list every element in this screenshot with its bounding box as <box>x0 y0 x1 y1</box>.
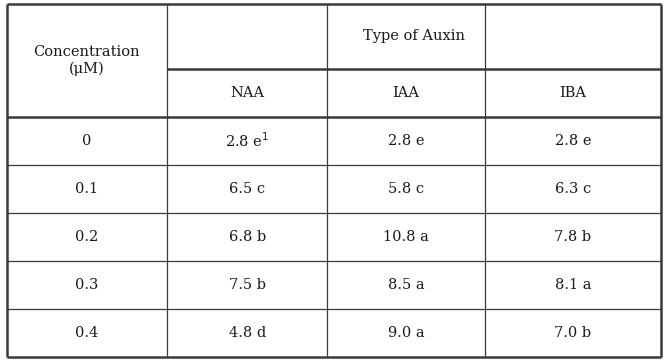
Text: Type of Auxin: Type of Auxin <box>363 29 465 43</box>
Text: 6.3 c: 6.3 c <box>555 182 591 196</box>
Text: Concentration
(μM): Concentration (μM) <box>33 45 140 75</box>
Text: 0: 0 <box>82 134 92 148</box>
Text: 10.8 a: 10.8 a <box>383 230 429 244</box>
Text: IBA: IBA <box>559 86 587 100</box>
Text: 2.8 e: 2.8 e <box>554 134 591 148</box>
Text: 0.3: 0.3 <box>75 278 99 292</box>
Text: 9.0 a: 9.0 a <box>387 326 424 340</box>
Text: 0.4: 0.4 <box>75 326 98 340</box>
Text: 8.5 a: 8.5 a <box>387 278 424 292</box>
Text: IAA: IAA <box>393 86 420 100</box>
Text: 4.8 d: 4.8 d <box>228 326 266 340</box>
Text: 6.5 c: 6.5 c <box>229 182 265 196</box>
Text: 8.1 a: 8.1 a <box>554 278 591 292</box>
Text: 5.8 c: 5.8 c <box>388 182 424 196</box>
Text: 2.8 e$^1$: 2.8 e$^1$ <box>225 131 269 150</box>
Text: 2.8 e: 2.8 e <box>387 134 424 148</box>
Text: 0.2: 0.2 <box>75 230 98 244</box>
Text: 6.8 b: 6.8 b <box>228 230 266 244</box>
Text: NAA: NAA <box>230 86 265 100</box>
Text: 7.0 b: 7.0 b <box>554 326 591 340</box>
Text: 7.8 b: 7.8 b <box>554 230 591 244</box>
Text: 7.5 b: 7.5 b <box>228 278 266 292</box>
Text: 0.1: 0.1 <box>75 182 98 196</box>
